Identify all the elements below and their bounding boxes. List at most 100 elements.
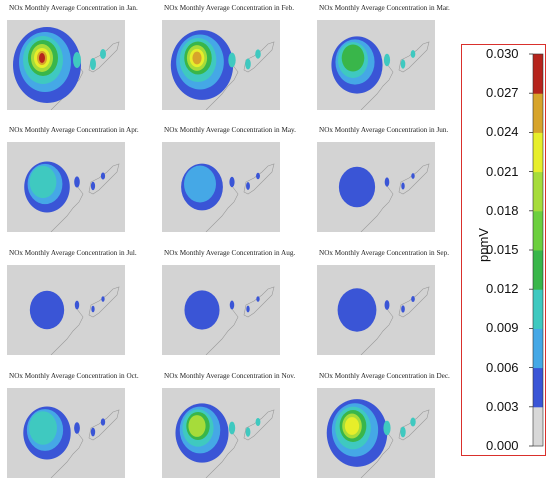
concentration-region xyxy=(184,165,216,203)
japan-outline xyxy=(243,41,275,73)
map-background xyxy=(162,265,280,355)
colorbar-segment xyxy=(533,406,543,447)
panel-title: NOx Monthly Average Concentration in Apr… xyxy=(9,126,139,134)
coastline xyxy=(205,431,239,478)
colorbar-segment xyxy=(533,171,543,212)
concentration-region xyxy=(228,421,236,435)
panel-title: NOx Monthly Average Concentration in Jul… xyxy=(9,249,137,257)
concentration-region xyxy=(100,172,106,180)
concentration-region xyxy=(100,418,106,426)
concentration-region xyxy=(400,426,406,438)
concentration-region xyxy=(29,165,57,199)
panel-title: NOx Monthly Average Concentration in Mar… xyxy=(319,4,450,12)
concentration-region xyxy=(255,418,261,426)
panel-title: NOx Monthly Average Concentration in Oct… xyxy=(9,372,139,380)
colorbar-frame xyxy=(461,44,546,456)
colorbar-segment xyxy=(533,289,543,329)
coastline xyxy=(360,308,394,355)
concentration-region xyxy=(74,176,80,188)
coastline xyxy=(205,63,239,110)
nox-concentration-map xyxy=(7,20,125,110)
concentration-region xyxy=(410,417,416,427)
coastline xyxy=(205,308,239,355)
concentration-region xyxy=(344,417,360,435)
colorbar-tick-label: 0.018 xyxy=(486,202,519,218)
coastline xyxy=(360,63,394,110)
colorbar-segment xyxy=(533,132,543,173)
colorbar-segment xyxy=(533,328,543,369)
concentration-region xyxy=(245,58,251,70)
concentration-region xyxy=(337,288,377,332)
colorbar-tick-label: 0.024 xyxy=(486,124,519,140)
colorbar-segment xyxy=(533,210,543,251)
colorbar-segment xyxy=(533,367,543,408)
colorbar-tick-label: 0.030 xyxy=(486,46,519,61)
nox-concentration-map xyxy=(317,142,435,232)
nox-concentration-map xyxy=(7,142,125,232)
colorbar-tick-label: 0.003 xyxy=(486,398,519,414)
japan-outline xyxy=(398,286,430,318)
concentration-region xyxy=(383,420,391,436)
concentration-region xyxy=(401,182,405,190)
nox-concentration-map xyxy=(7,388,125,478)
concentration-region xyxy=(256,172,260,180)
concentration-region xyxy=(74,300,80,310)
colorbar-tick-label: 0.015 xyxy=(486,242,519,257)
concentration-region xyxy=(401,305,405,313)
japan-outline xyxy=(398,409,430,441)
coastline xyxy=(50,431,84,478)
concentration-region xyxy=(100,49,106,59)
nox-concentration-map xyxy=(162,388,280,478)
colorbar-tick-label: 0.000 xyxy=(486,438,519,453)
concentration-region xyxy=(29,411,57,445)
concentration-region xyxy=(192,51,202,65)
concentration-region xyxy=(256,296,260,302)
coastline xyxy=(205,185,239,232)
panel-title: NOx Monthly Average Concentration in Nov… xyxy=(164,372,296,380)
nox-concentration-map xyxy=(162,142,280,232)
concentration-region xyxy=(410,50,416,58)
concentration-region xyxy=(73,52,81,68)
japan-outline xyxy=(243,163,275,195)
coastline xyxy=(360,185,394,232)
panel-title: NOx Monthly Average Concentration in May… xyxy=(164,126,296,134)
map-background xyxy=(317,142,435,232)
concentration-region xyxy=(229,176,235,188)
concentration-region xyxy=(188,415,206,437)
concentration-region xyxy=(383,53,391,67)
panel-title: NOx Monthly Average Concentration in Jun… xyxy=(319,126,449,134)
concentration-region xyxy=(411,173,415,179)
concentration-region xyxy=(90,58,96,70)
colorbar xyxy=(529,53,544,447)
japan-outline xyxy=(88,163,120,195)
concentration-region xyxy=(400,59,406,69)
concentration-region xyxy=(341,44,365,72)
concentration-region xyxy=(228,52,236,68)
colorbar-tick-label: 0.006 xyxy=(486,359,519,375)
panel-title: NOx Monthly Average Concentration in Sep… xyxy=(319,249,450,257)
concentration-region xyxy=(338,166,376,208)
japan-outline xyxy=(243,409,275,441)
map-background xyxy=(7,265,125,355)
panel-title: NOx Monthly Average Concentration in Jan… xyxy=(9,4,138,12)
nox-concentration-map xyxy=(317,20,435,110)
concentration-region xyxy=(411,295,415,303)
panel-title: NOx Monthly Average Concentration in Aug… xyxy=(164,249,296,257)
concentration-region xyxy=(255,49,261,59)
concentration-region xyxy=(74,422,80,434)
concentration-region xyxy=(384,300,390,310)
coastline xyxy=(360,431,394,478)
concentration-region xyxy=(384,177,390,187)
colorbar-segment xyxy=(533,54,543,94)
colorbar-tick-label: 0.021 xyxy=(486,163,519,179)
concentration-region xyxy=(90,181,96,191)
nox-concentration-map xyxy=(317,388,435,478)
concentration-region xyxy=(229,300,235,310)
japan-outline xyxy=(243,286,275,318)
coastline xyxy=(50,308,84,355)
colorbar-tick-label: 0.012 xyxy=(486,281,519,297)
panel-title: NOx Monthly Average Concentration in Feb… xyxy=(164,4,295,12)
concentration-region xyxy=(101,296,105,302)
japan-outline xyxy=(88,41,120,73)
japan-outline xyxy=(88,409,120,441)
